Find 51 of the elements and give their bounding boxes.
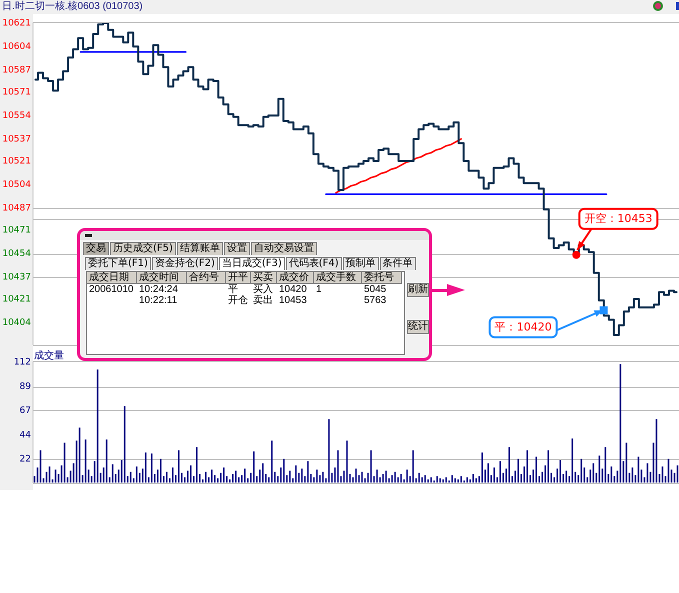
y-tick-label: 10504 [2,180,32,190]
annotation: 自动交易设置 [250,242,317,255]
y-tick-label: 10554 [2,110,32,121]
annotation: 开空：10453 [584,212,652,226]
y-tick-label: 10404 [2,318,32,328]
text: 10:24:24 [139,284,178,295]
y-tick-label: 10471 [2,225,31,236]
annotation: 代码表(F4) [286,257,342,270]
text: 10:22:11 [139,295,178,306]
annotation: 历史成交(F5) [110,242,176,255]
category-label: 开平 [226,272,251,284]
annotation: 当日成交(F3) [218,257,285,270]
y-tick-label: 10521 [2,156,31,166]
y-tick-label: 10454 [2,248,32,259]
y-tick-label: 10571 [2,87,31,98]
y-tick-label: 10621 [2,18,31,28]
chart-title: 成交量 [34,350,64,362]
annotation: 条件单 [380,257,416,270]
annotation: 预制单 [342,257,379,270]
text: 卖出 [253,295,273,306]
y-tick-label: 10604 [2,42,32,52]
text: 20061010 [89,284,134,295]
text: 5045 [364,284,386,295]
y-tick-label: 112 [14,357,31,368]
text: 平 [228,284,238,295]
y-tick-label: 10421 [2,294,31,304]
y-tick-label: 10587 [2,65,31,76]
text: 开仓 [228,295,248,306]
y-tick-label: 67 [20,406,31,416]
annotation: 平：10420 [494,320,552,334]
text: 5763 [364,295,386,306]
y-tick-label: 10487 [2,203,31,214]
annotation: 委托下单(F1) [85,257,151,270]
y-tick-label: 44 [20,430,32,441]
annotation: 设置 [224,242,250,255]
chart-title: 日.时二切一核.核0603 (010703) [2,1,143,13]
text: 买入 [253,284,273,295]
y-tick-label: 10437 [2,272,31,282]
annotation: 结算账单 [176,242,223,255]
annotation: 交易 [83,242,109,255]
text: 1 [316,284,322,295]
annotation: 资金持仓(F2) [152,257,218,270]
annotation: 刷新 [407,283,429,297]
annotation: 统计 [407,320,429,334]
category-label: 买卖 [251,272,277,284]
y-tick-label: 22 [20,454,31,464]
y-tick-label: 10537 [2,134,31,144]
text: 10453 [279,295,307,306]
category-label: 合约号 [187,272,226,284]
text: 10420 [279,284,307,295]
y-tick-label: 89 [20,382,32,392]
